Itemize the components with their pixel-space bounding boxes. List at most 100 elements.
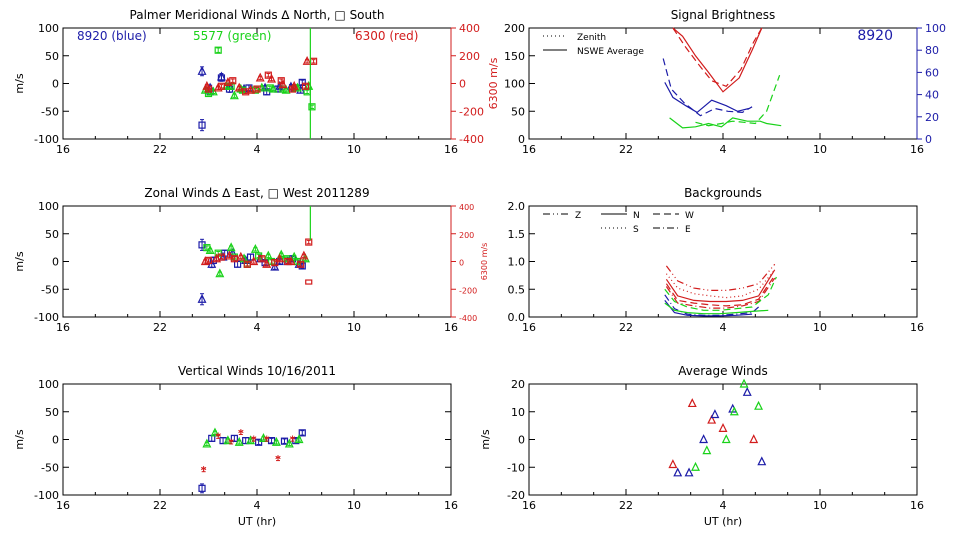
data-point-triangle — [226, 242, 236, 252]
series-line — [664, 300, 753, 317]
data-point-triangle — [302, 55, 312, 65]
panel-average: Average Winds 16 22 4 10 16 UT (hr) 20 10 0 -10 -20… — [479, 364, 924, 528]
plot-frame — [62, 27, 452, 140]
y-tick-label: 150 — [504, 50, 525, 63]
data-point-triangle — [294, 434, 304, 444]
x-tick-label: 16 — [444, 321, 458, 334]
x-tick-label: 22 — [619, 321, 633, 334]
y-tick-label: 0 — [52, 78, 59, 91]
data-point-triangle — [215, 268, 225, 278]
y-tick-label: -50 — [41, 283, 59, 296]
series-line — [664, 294, 759, 316]
y-tick-label: 100 — [504, 78, 525, 91]
legend-label: S — [633, 225, 639, 235]
data-point-triangle — [270, 261, 280, 271]
right-tick-label: 400 — [459, 22, 480, 35]
panel-zonal: Zonal Winds ∆ East, □ West 2011289 16 22 4 1… — [13, 186, 489, 334]
y-tick-label: 0.5 — [508, 283, 526, 296]
right-tick-label: 0 — [459, 78, 466, 91]
panel-title: Signal Brightness — [671, 8, 776, 22]
data-point-triangle — [299, 250, 309, 260]
y-tick-label: 100 — [38, 200, 59, 213]
data-point-star: * — [251, 434, 257, 447]
right-tick-label: -200 — [459, 286, 477, 295]
data-point-star: * — [264, 434, 270, 447]
y-tick-label: 200 — [504, 22, 525, 35]
y-axis-label: m/s — [479, 429, 492, 449]
right-tick-label: 200 — [459, 50, 480, 63]
series-6300-south — [204, 57, 318, 96]
x-tick-label: 4 — [720, 143, 727, 156]
data-point-square — [242, 88, 250, 96]
data-point-star: * — [201, 464, 207, 477]
x-tick-label: 4 — [254, 321, 261, 334]
data-point-square — [298, 429, 306, 437]
data-point-triangle — [687, 398, 697, 408]
right-tick-label: 0 — [925, 133, 932, 146]
data-point-triangle — [205, 245, 215, 254]
data-point-triangle — [668, 459, 678, 469]
series-blue-2 — [664, 300, 753, 317]
series-line — [662, 58, 753, 117]
data-point-square — [264, 71, 272, 79]
y-axis-label: m/s — [13, 429, 26, 449]
legend-green: 5577 (green) — [193, 29, 271, 43]
x-tick-label: 10 — [347, 321, 361, 334]
series-line — [664, 82, 750, 114]
data-point-square — [258, 255, 266, 263]
panel-vertical: Vertical Winds 10/16/2011 16 22 4 10 16 UT (hr… — [13, 364, 458, 528]
data-point-square — [204, 256, 213, 264]
data-point-square — [305, 238, 313, 246]
data-point-triangle — [197, 293, 207, 303]
x-axis-label: UT (hr) — [238, 515, 276, 528]
series-red-z — [665, 263, 776, 291]
data-point-triangle — [721, 434, 731, 444]
y-tick-label: -100 — [34, 311, 59, 324]
series-line — [664, 302, 769, 315]
legend-label: E — [685, 225, 691, 235]
x-tick-label: 16 — [56, 143, 70, 156]
data-point-triangle — [197, 65, 207, 75]
x-tick-label: 10 — [813, 499, 827, 512]
y-tick-label: 1.5 — [508, 228, 526, 241]
panel-meridional: Palmer Meridional Winds ∆ North, □ South… — [13, 8, 500, 156]
data-point-triangle — [275, 253, 285, 263]
right-tick-label: 400 — [459, 203, 474, 212]
series-blue — [673, 386, 767, 477]
right-tick-label: -400 — [459, 133, 484, 146]
series-8920-solid — [664, 82, 750, 114]
data-point-triangle — [284, 438, 294, 448]
x-tick-label: 10 — [813, 321, 827, 334]
panel-title: Average Winds — [678, 364, 768, 378]
y-tick-label: 20 — [511, 378, 525, 391]
x-tick-label: 10 — [813, 143, 827, 156]
data-point-triangle — [699, 434, 709, 444]
y-tick-label: 50 — [45, 228, 59, 241]
series-line — [665, 275, 776, 307]
data-point-triangle — [749, 434, 759, 444]
series-red — [668, 398, 759, 469]
series-red-n — [665, 269, 776, 303]
y-tick-label: 0 — [518, 133, 525, 146]
data-point-triangle — [673, 467, 683, 477]
series-8920-dashed — [662, 58, 753, 117]
data-point-square — [198, 484, 206, 492]
x-tick-label: 16 — [56, 321, 70, 334]
data-point-square — [288, 85, 297, 93]
panel-title: Backgrounds — [684, 186, 762, 200]
right-tick-label: -400 — [459, 314, 477, 323]
x-tick-label: 22 — [153, 143, 167, 156]
right-tick-label: 80 — [925, 44, 939, 57]
data-point-triangle — [754, 400, 764, 410]
x-tick-label: 22 — [619, 143, 633, 156]
data-point-triangle — [684, 467, 694, 477]
x-tick-label: 16 — [910, 499, 924, 512]
x-tick-label: 16 — [444, 143, 458, 156]
data-point-square — [271, 259, 279, 267]
series-6300-solid — [672, 27, 763, 93]
series-line — [665, 263, 776, 291]
data-point-triangle — [200, 256, 210, 266]
data-point-square — [214, 46, 222, 54]
